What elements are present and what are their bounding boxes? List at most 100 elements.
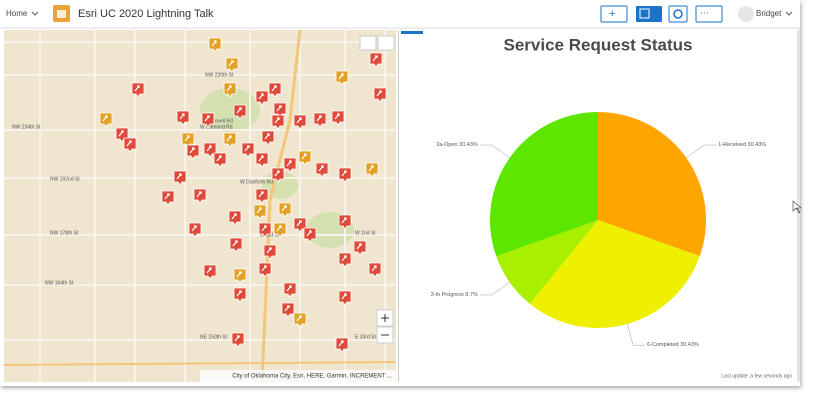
map-marker[interactable] — [253, 204, 267, 220]
marker-glyph — [184, 135, 190, 142]
settings-icon[interactable] — [673, 9, 683, 19]
map-marker[interactable] — [231, 332, 245, 348]
user-name[interactable]: Bridget — [756, 9, 782, 18]
map-marker[interactable] — [338, 167, 352, 183]
marker-glyph — [301, 153, 307, 160]
map-marker[interactable] — [283, 157, 297, 173]
marker-glyph — [296, 315, 302, 322]
avatar[interactable] — [738, 6, 754, 22]
map-marker[interactable] — [233, 104, 247, 120]
marker-glyph — [204, 115, 210, 122]
map-marker[interactable] — [241, 142, 255, 158]
map-marker[interactable] — [261, 130, 275, 146]
settings-button[interactable] — [668, 5, 688, 23]
map-marker[interactable] — [255, 152, 269, 168]
map-marker[interactable] — [223, 82, 237, 98]
map-marker[interactable] — [335, 70, 349, 86]
slice-category: 3-In Progress — [431, 292, 464, 298]
marker-glyph — [356, 243, 362, 250]
map-marker[interactable] — [278, 202, 292, 218]
map-marker[interactable] — [223, 132, 237, 148]
marker-glyph — [274, 117, 280, 124]
map-marker[interactable] — [258, 222, 272, 238]
map-marker[interactable] — [365, 162, 379, 178]
map-marker[interactable] — [369, 52, 383, 68]
marker-glyph — [316, 115, 322, 122]
map-marker[interactable] — [263, 244, 277, 260]
map-background — [4, 30, 396, 382]
map-marker[interactable] — [173, 170, 187, 186]
add-button[interactable] — [600, 5, 628, 23]
map-marker[interactable] — [225, 57, 239, 73]
slice-label: 3-In Progress 8.7% — [431, 292, 478, 298]
map-marker[interactable] — [293, 312, 307, 328]
map-marker[interactable] — [161, 190, 175, 206]
map-marker[interactable] — [273, 222, 287, 238]
layout-icon[interactable] — [639, 8, 650, 19]
marker-glyph — [196, 191, 202, 198]
map-marker[interactable] — [353, 240, 367, 256]
panel-selector[interactable] — [401, 31, 423, 34]
map-marker[interactable] — [338, 252, 352, 268]
map-marker[interactable] — [338, 214, 352, 230]
map-marker[interactable] — [203, 142, 217, 158]
map-marker[interactable] — [123, 137, 137, 153]
slice-value-label: 30.43% — [459, 142, 478, 148]
map-marker[interactable] — [315, 162, 329, 178]
map-marker[interactable] — [188, 222, 202, 238]
slice-label: 6-Completed 30.43% — [647, 343, 699, 349]
map-marker[interactable] — [293, 114, 307, 130]
map-control[interactable] — [377, 35, 395, 51]
header-bar — [0, 0, 800, 28]
home-caret[interactable] — [31, 11, 39, 16]
more-button[interactable] — [695, 5, 723, 23]
street-label: W Danforth Rd — [240, 179, 273, 185]
map-marker[interactable] — [203, 264, 217, 280]
map-marker[interactable] — [268, 82, 282, 98]
map-marker[interactable] — [335, 337, 349, 353]
map-marker[interactable] — [281, 302, 295, 318]
map-marker[interactable] — [233, 268, 247, 284]
map-marker[interactable] — [303, 227, 317, 243]
pie-slice — [489, 111, 598, 257]
more-icon[interactable]: ··· — [700, 7, 709, 17]
map-marker[interactable] — [298, 150, 312, 166]
map-marker[interactable] — [193, 188, 207, 204]
map-marker[interactable] — [233, 287, 247, 303]
map-marker[interactable] — [293, 217, 307, 233]
map-marker[interactable] — [338, 290, 352, 306]
map-marker[interactable] — [373, 87, 387, 103]
map-marker[interactable] — [258, 262, 272, 278]
map-marker[interactable] — [283, 282, 297, 298]
map-marker[interactable] — [255, 90, 269, 106]
street-label: W Edmond Rd — [200, 124, 233, 130]
map-marker[interactable] — [176, 110, 190, 126]
map-marker[interactable] — [99, 112, 113, 128]
marker-glyph — [296, 220, 302, 227]
street-label: E 33rd St — [355, 334, 376, 340]
map-marker[interactable] — [213, 152, 227, 168]
home-menu[interactable]: Home — [6, 9, 28, 18]
map-marker[interactable] — [208, 37, 222, 53]
map-marker[interactable] — [255, 188, 269, 204]
map-marker[interactable] — [313, 112, 327, 128]
map-marker[interactable] — [186, 144, 200, 160]
map-control[interactable] — [359, 35, 377, 51]
slice-value-label: 8.7% — [465, 292, 478, 298]
map-marker[interactable] — [368, 262, 382, 278]
marker-glyph — [126, 140, 132, 147]
map-marker[interactable] — [331, 110, 345, 126]
map-panel[interactable]: NW 234th St NW 192nd St NW 178th St NW 164t… — [3, 29, 397, 383]
map-marker[interactable] — [271, 114, 285, 130]
map-marker[interactable] — [271, 167, 285, 183]
map-marker[interactable] — [229, 237, 243, 253]
street-label: NW 192nd St — [50, 176, 80, 182]
marker-glyph — [176, 173, 182, 180]
map-marker[interactable] — [131, 82, 145, 98]
marker-glyph — [244, 145, 250, 152]
user-caret[interactable] — [785, 11, 793, 16]
pie-slice — [496, 220, 598, 304]
map-marker[interactable] — [228, 210, 242, 226]
map-marker[interactable] — [201, 112, 215, 128]
add-icon[interactable]: + — [609, 8, 615, 20]
